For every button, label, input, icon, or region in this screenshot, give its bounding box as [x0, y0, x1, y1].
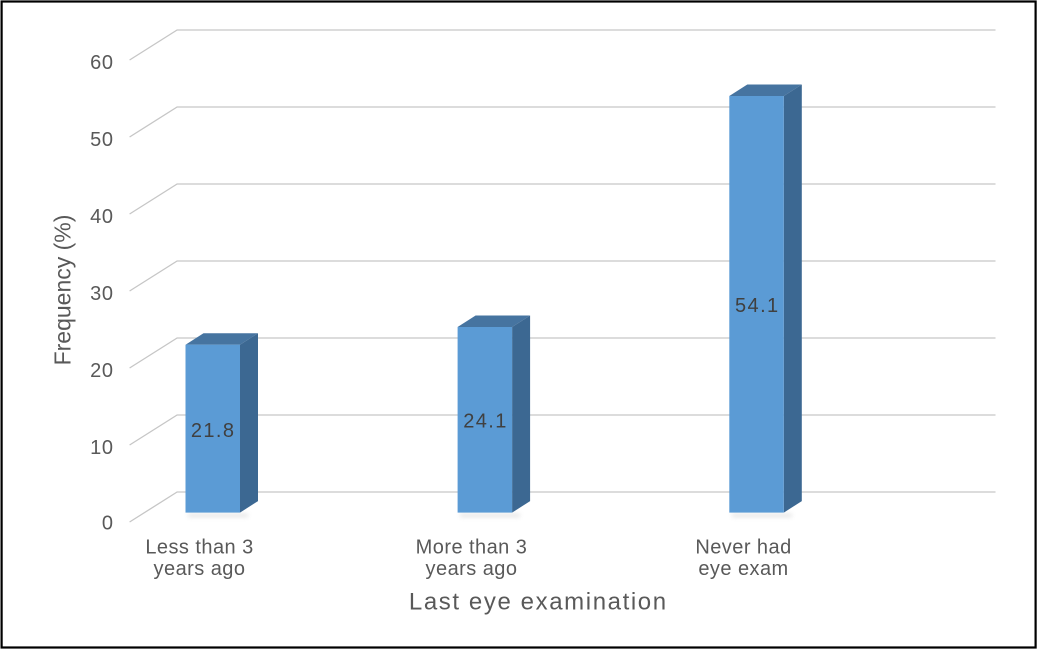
svg-text:Less than 3: Less than 3: [145, 536, 253, 558]
svg-text:20: 20: [90, 360, 113, 382]
svg-text:Frequency (%): Frequency (%): [50, 215, 76, 366]
svg-text:24.1: 24.1: [463, 411, 508, 433]
svg-text:10: 10: [90, 437, 113, 459]
svg-text:30: 30: [90, 283, 113, 305]
svg-text:21.8: 21.8: [191, 420, 236, 442]
svg-text:Never had: Never had: [695, 536, 791, 558]
svg-text:0: 0: [102, 513, 114, 535]
svg-text:50: 50: [90, 129, 113, 151]
svg-text:years ago: years ago: [154, 558, 246, 580]
svg-text:54.1: 54.1: [735, 295, 780, 317]
svg-text:40: 40: [90, 206, 113, 228]
svg-text:More than 3: More than 3: [416, 536, 528, 558]
svg-text:60: 60: [90, 52, 113, 74]
svg-text:Last eye examination: Last eye examination: [409, 589, 668, 616]
svg-text:years ago: years ago: [426, 558, 518, 580]
svg-text:eye exam: eye exam: [698, 558, 788, 580]
